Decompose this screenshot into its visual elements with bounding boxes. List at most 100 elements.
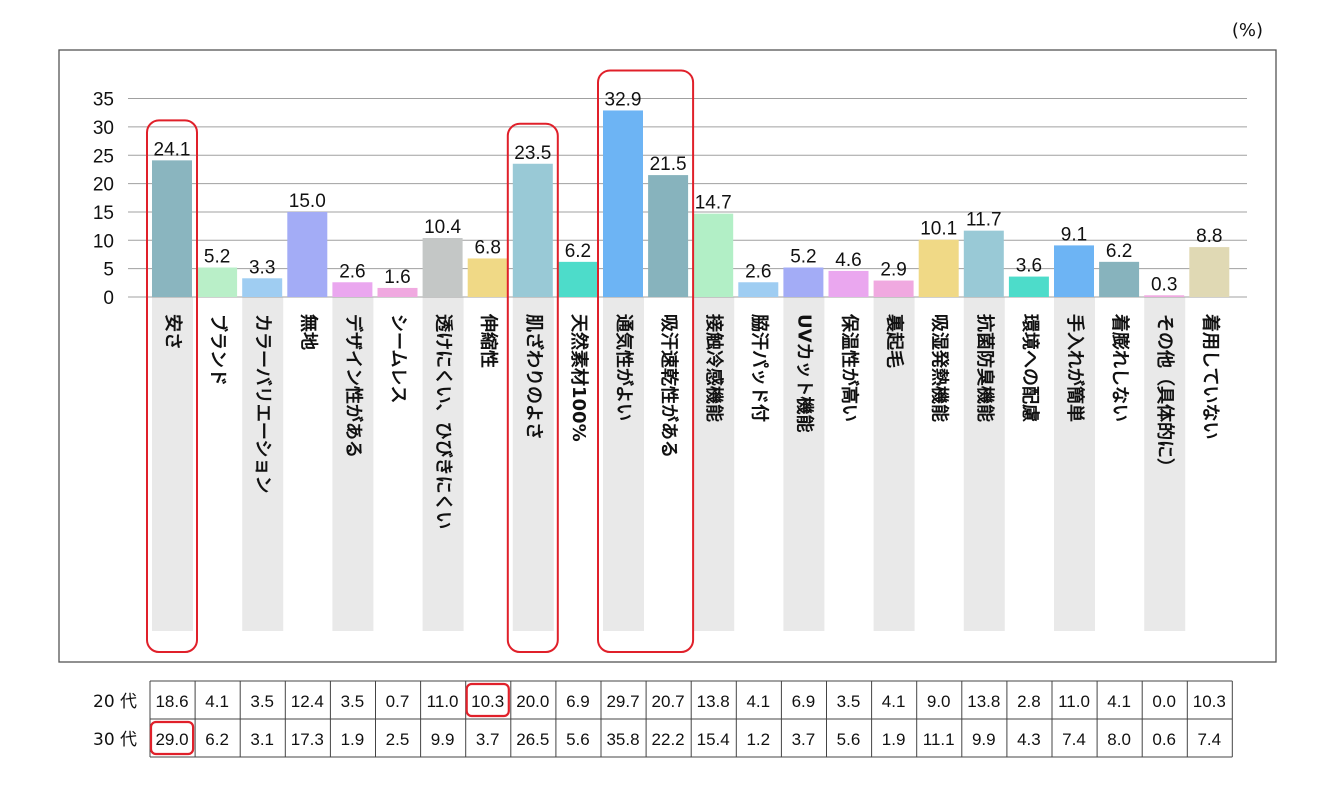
bar bbox=[377, 287, 418, 297]
category-stripe bbox=[152, 297, 193, 631]
value-label: 15.0 bbox=[289, 191, 326, 212]
table-cell: 13.8 bbox=[697, 692, 730, 711]
category-label: 天然素材100% bbox=[568, 314, 590, 442]
table-cell: 4.3 bbox=[1017, 730, 1041, 749]
bar bbox=[1144, 295, 1185, 297]
highlight-frame bbox=[146, 119, 198, 653]
bar bbox=[783, 267, 824, 297]
table-cell: 0.0 bbox=[1152, 692, 1176, 711]
table-cell: 1.9 bbox=[882, 730, 906, 749]
category-stripe bbox=[1144, 297, 1186, 631]
table-cell: 4.1 bbox=[882, 692, 906, 711]
table-cell: 9.9 bbox=[972, 730, 996, 749]
table-cell: 13.8 bbox=[967, 692, 1000, 711]
bar bbox=[693, 213, 734, 297]
category-label: 通気性がよい bbox=[613, 314, 635, 421]
table-cell: 11.0 bbox=[427, 692, 459, 711]
bar bbox=[1189, 247, 1230, 297]
table-cell: 22.2 bbox=[652, 730, 685, 749]
category-stripe bbox=[1054, 297, 1095, 631]
table-cell: 18.6 bbox=[155, 692, 188, 711]
value-label: 5.2 bbox=[204, 247, 230, 268]
table-cell: 3.7 bbox=[476, 730, 500, 749]
bar bbox=[512, 163, 553, 297]
table-cell: 10.3 bbox=[471, 692, 504, 711]
table-cell: 2.5 bbox=[386, 730, 410, 749]
category-label: 手入れが簡単 bbox=[1064, 314, 1086, 422]
category-label: 環境への配慮 bbox=[1019, 314, 1041, 422]
table-cell: 29.0 bbox=[155, 730, 188, 749]
bar bbox=[1054, 245, 1094, 297]
category-stripe bbox=[242, 297, 284, 631]
table-cell: 0.6 bbox=[1152, 730, 1176, 749]
category-label: 伸縮性 bbox=[478, 313, 500, 368]
data-table: 20 代 18.6 4.1 3.5 12.4 3.5 0.7 11.0 10.3 20.0 6.9 2… bbox=[93, 680, 1233, 758]
category-label: 吸汗速乾性がある bbox=[658, 314, 680, 458]
table-cell: 4.1 bbox=[205, 692, 229, 711]
value-label: 3.3 bbox=[249, 257, 275, 278]
table-cell: 5.6 bbox=[566, 730, 590, 749]
bar bbox=[828, 270, 869, 297]
table-cell: 29.7 bbox=[606, 692, 639, 711]
value-label: 3.6 bbox=[1016, 256, 1042, 277]
category-stripe bbox=[512, 297, 554, 631]
y-tick-label: 35 bbox=[93, 90, 114, 111]
bars bbox=[152, 110, 1230, 297]
value-label: 1.6 bbox=[384, 267, 410, 288]
table-cell: 11.0 bbox=[1058, 692, 1090, 711]
table-cell: 10.3 bbox=[1193, 692, 1226, 711]
category-stripe bbox=[963, 297, 1005, 631]
table-cell: 26.5 bbox=[516, 730, 549, 749]
table-cell: 8.0 bbox=[1107, 730, 1131, 749]
category-label: カラーバリエーション bbox=[252, 314, 273, 493]
y-tick-label: 30 bbox=[93, 118, 114, 139]
category-label: ブランド bbox=[207, 314, 229, 386]
category-label: デザイン性がある bbox=[342, 314, 364, 458]
category-stripe bbox=[422, 297, 464, 631]
value-label: 6.2 bbox=[565, 241, 591, 262]
category-label: 接触冷感機能 bbox=[703, 314, 725, 422]
table-cell: 4.1 bbox=[746, 692, 770, 711]
category-stripe bbox=[783, 297, 825, 631]
value-label: 6.8 bbox=[474, 237, 500, 258]
table-cell: 17.3 bbox=[291, 730, 324, 749]
table-cell: 11.1 bbox=[923, 730, 955, 749]
table-cell: 3.5 bbox=[837, 692, 861, 711]
category-stripe bbox=[332, 297, 374, 631]
highlight-frames bbox=[146, 69, 695, 654]
value-label: 2.6 bbox=[745, 261, 771, 282]
y-tick-label: 25 bbox=[93, 146, 114, 167]
bar bbox=[332, 282, 373, 297]
highlight-cell bbox=[465, 682, 510, 718]
table-cell: 6.9 bbox=[566, 692, 590, 711]
highlight-cell bbox=[149, 720, 195, 756]
unit-label: (%) bbox=[1232, 20, 1263, 41]
value-labels: 24.1 5.2 3.3 15.0 2.6 1.6 10.4 6.8 23.5 6.2 32.9 21… bbox=[154, 89, 1223, 295]
value-label: 14.7 bbox=[695, 193, 732, 214]
table-row-label: 20 代 bbox=[93, 692, 137, 712]
category-stripe bbox=[603, 297, 644, 631]
bar bbox=[557, 261, 598, 297]
category-stripe bbox=[873, 297, 915, 631]
bar bbox=[873, 280, 914, 297]
category-label: シームレス bbox=[388, 314, 409, 403]
value-label: 11.7 bbox=[966, 210, 1002, 231]
bar bbox=[422, 238, 463, 297]
table-cell: 35.8 bbox=[606, 730, 639, 749]
y-tick-label: 20 bbox=[93, 175, 114, 196]
category-label: 吸湿発熱機能 bbox=[929, 314, 951, 422]
value-label: 9.1 bbox=[1061, 224, 1087, 245]
value-label: 6.2 bbox=[1106, 241, 1132, 262]
category-label: UVカット機能 bbox=[793, 314, 815, 433]
table-cell: 7.4 bbox=[1062, 730, 1086, 749]
bar bbox=[1008, 276, 1049, 297]
table-cell: 7.4 bbox=[1197, 730, 1221, 749]
table-row-label: 30 代 bbox=[93, 730, 137, 750]
value-label: 0.3 bbox=[1151, 274, 1177, 295]
category-label: 脇汗パッド付 bbox=[748, 314, 770, 422]
category-label: 肌ざわりのよさ bbox=[523, 314, 545, 440]
table-cell: 0.7 bbox=[386, 692, 410, 711]
value-label: 5.2 bbox=[790, 247, 816, 268]
value-label: 21.5 bbox=[650, 154, 687, 175]
table-cell: 3.5 bbox=[250, 692, 274, 711]
